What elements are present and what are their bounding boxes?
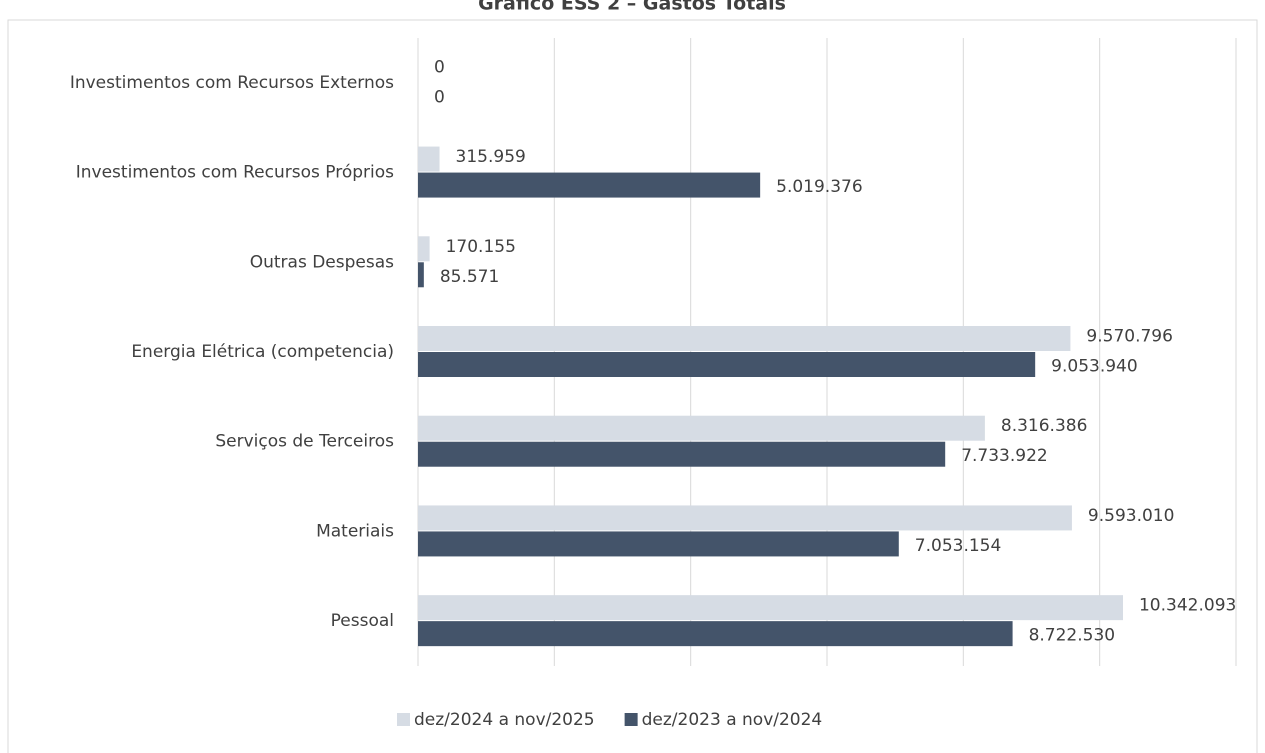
bar	[418, 146, 440, 172]
bar	[418, 172, 761, 198]
data-label: 7.053.154	[915, 536, 1002, 556]
data-label: 8.722.530	[1029, 626, 1116, 646]
bar	[418, 326, 1071, 351]
data-label: 170.155	[446, 237, 516, 257]
chart-title: Gráfico ESS 2 – Gastos Totais	[478, 0, 786, 15]
y-tick-label: Pessoal	[331, 611, 394, 631]
bar	[418, 262, 424, 288]
bar	[418, 595, 1123, 621]
bar	[418, 352, 1036, 377]
bar	[418, 621, 1013, 647]
data-label: 9.053.940	[1051, 357, 1138, 377]
data-label: 85.571	[440, 267, 499, 287]
data-label: 10.342.093	[1139, 596, 1236, 616]
y-tick-label: Investimentos com Recursos Próprios	[76, 163, 394, 183]
y-tick-label: Materiais	[316, 521, 394, 541]
data-label: 0	[434, 87, 445, 107]
data-label: 9.593.010	[1088, 506, 1175, 526]
data-label: 315.959	[456, 147, 526, 167]
bar	[418, 415, 985, 441]
bar	[418, 441, 946, 467]
y-tick-label: Energia Elétrica (competencia)	[131, 342, 394, 362]
legend-swatch	[624, 713, 638, 726]
legend-swatch	[397, 713, 410, 726]
y-tick-label: Serviços de Terceiros	[215, 432, 394, 452]
bar	[418, 236, 430, 262]
bar	[418, 531, 899, 557]
data-label: 7.733.922	[961, 446, 1048, 466]
y-tick-label: Outras Despesas	[250, 252, 394, 272]
data-label: 0	[434, 57, 445, 77]
data-label: 8.316.386	[1001, 416, 1088, 436]
data-label: 9.570.796	[1086, 327, 1173, 347]
y-tick-label: Investimentos com Recursos Externos	[70, 73, 394, 93]
legend-label: dez/2023 a nov/2024	[642, 710, 823, 730]
bar	[418, 505, 1072, 531]
data-label: 5.019.376	[776, 177, 863, 197]
legend-label: dez/2024 a nov/2025	[414, 710, 595, 730]
chart-frame	[7, 19, 1258, 753]
